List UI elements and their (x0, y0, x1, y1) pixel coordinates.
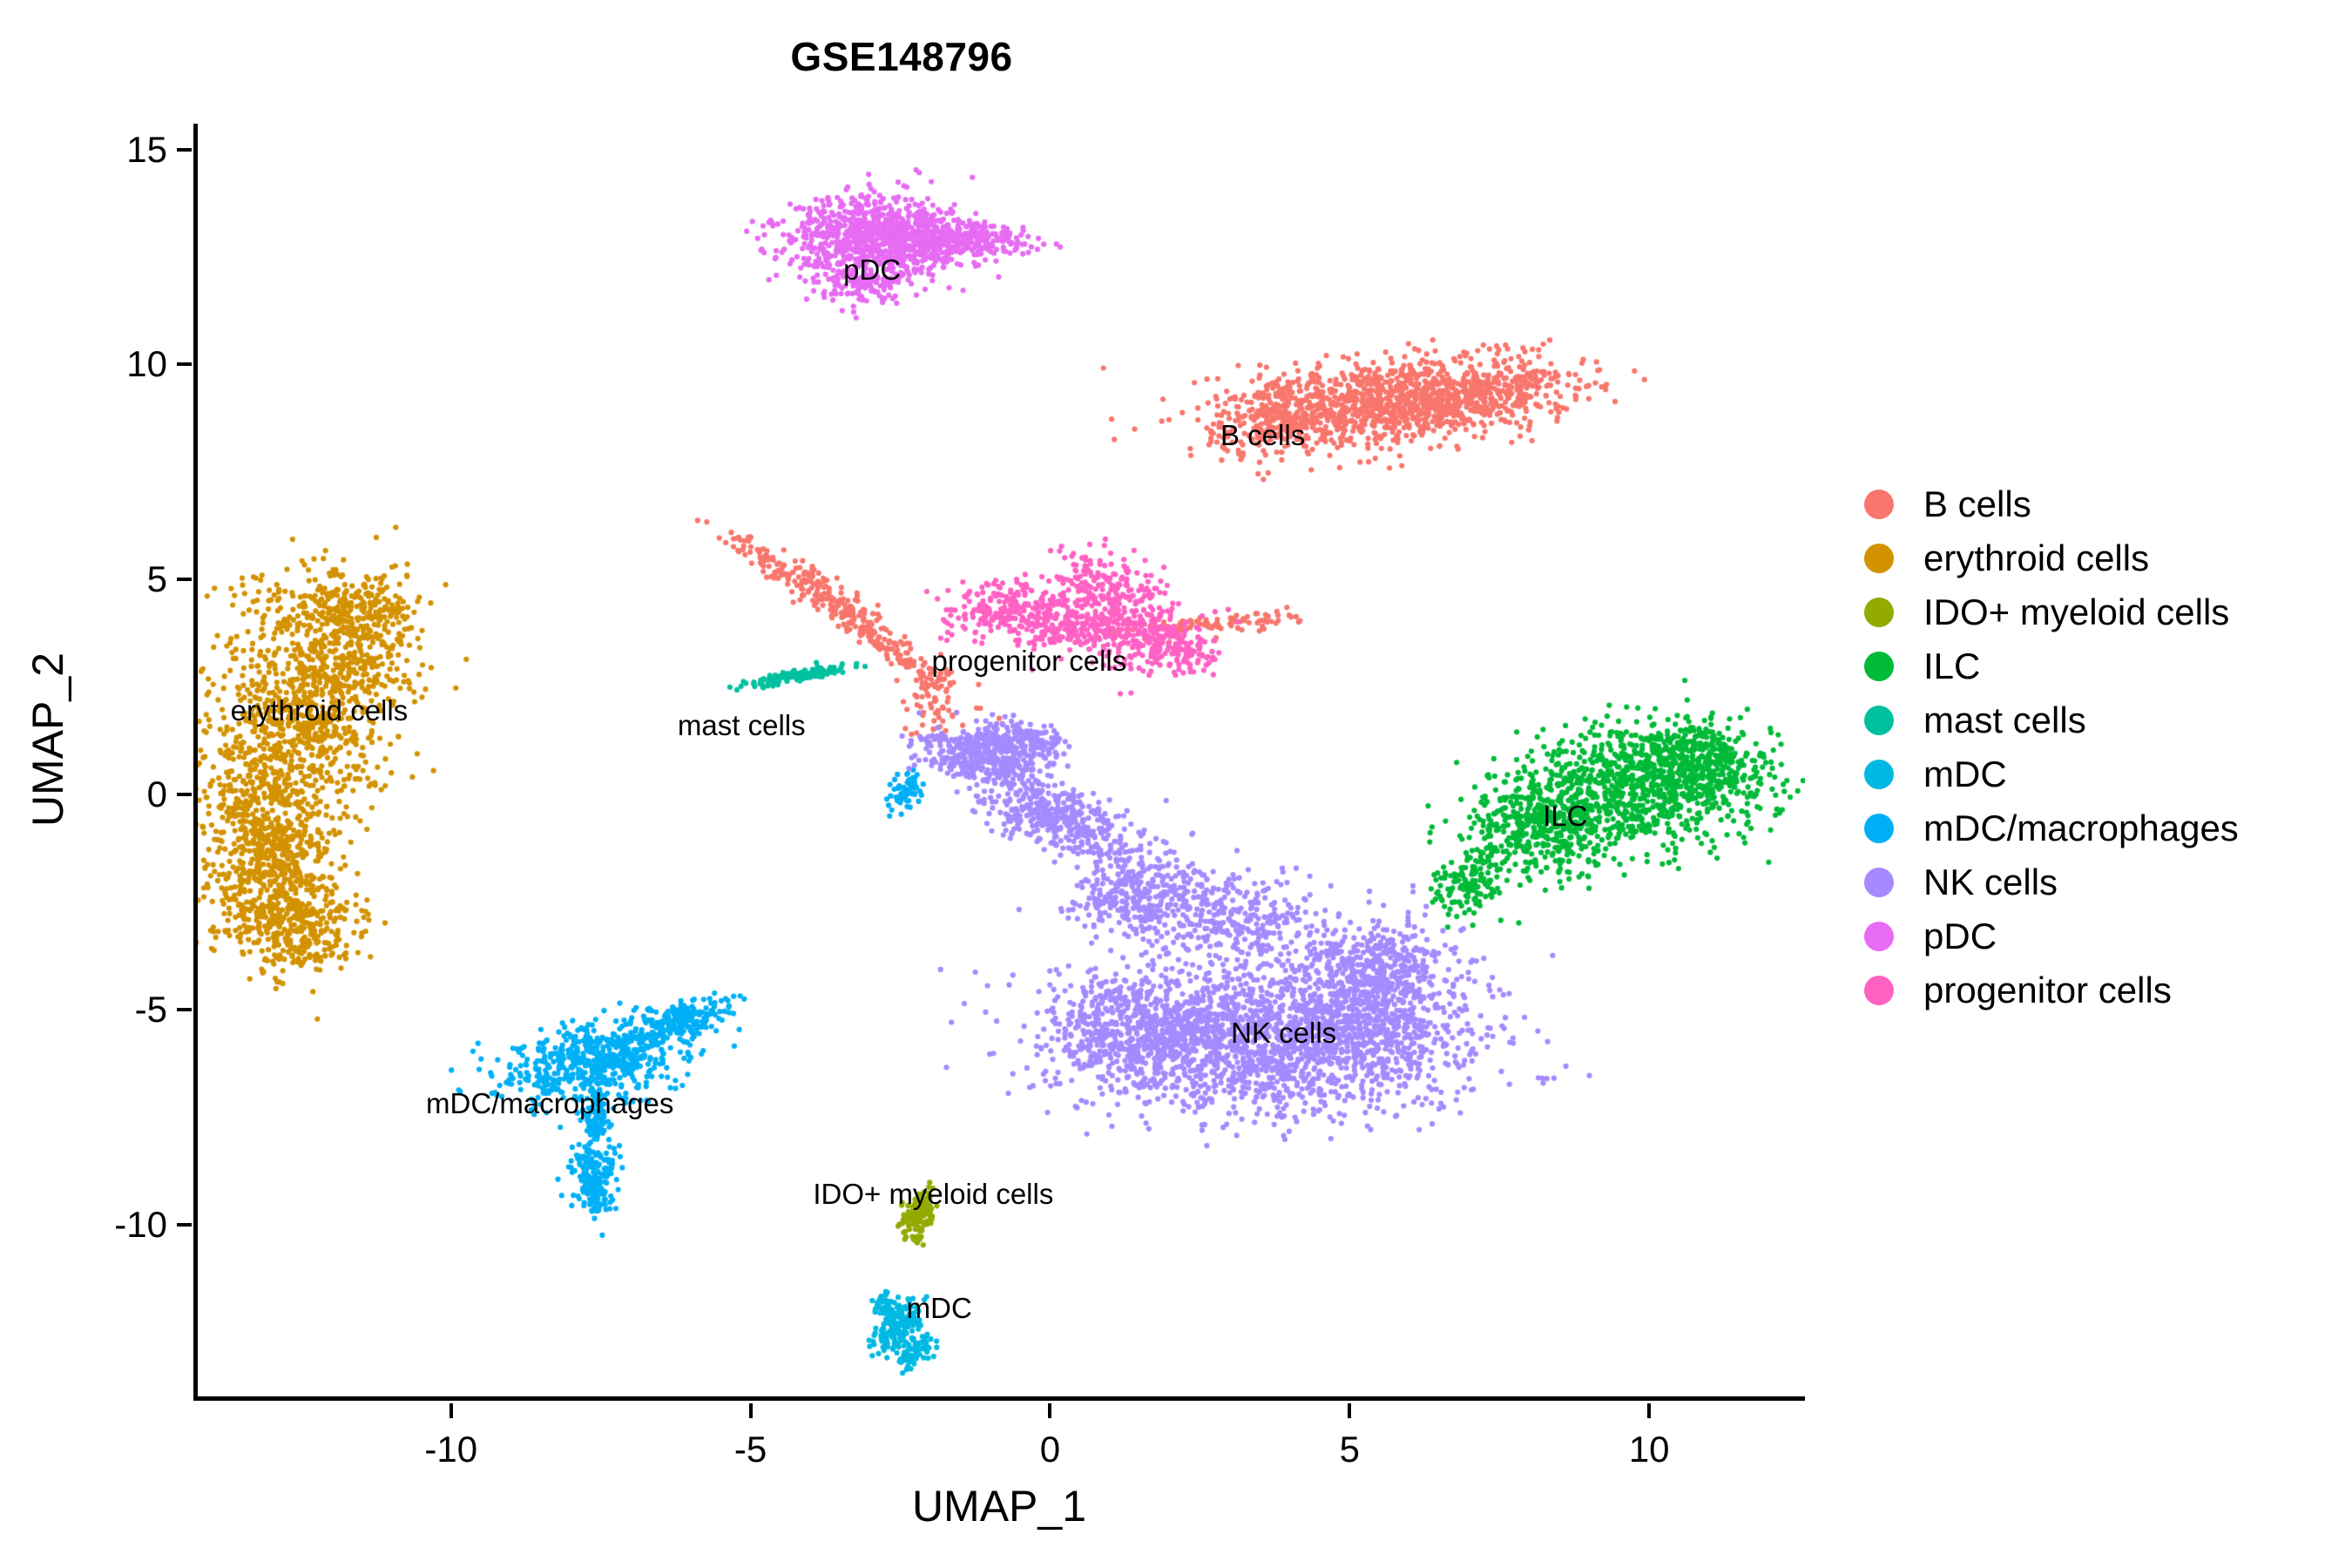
y-tick-mark (177, 1007, 192, 1011)
legend-item-nk-cells[interactable]: NK cells (1864, 855, 2335, 909)
y-tick-mark (177, 793, 192, 797)
legend-label: erythroid cells (1923, 537, 2150, 578)
x-axis-title: UMAP_1 (911, 1482, 1087, 1531)
y-axis-title: UMAP_2 (24, 652, 72, 828)
legend-item-mast-cells[interactable]: mast cells (1864, 693, 2335, 747)
legend-swatch-icon (1864, 868, 1894, 897)
legend-item-pdc[interactable]: pDC (1864, 909, 2335, 963)
y-tick-label: 15 (126, 128, 167, 170)
legend-swatch-icon (1864, 922, 1894, 951)
legend-item-ido-myeloid-cells[interactable]: IDO+ myeloid cells (1864, 585, 2335, 639)
legend-item-erythroid-cells[interactable]: erythroid cells (1864, 531, 2335, 585)
x-tick-label: 10 (1628, 1429, 1670, 1470)
legend-item-b-cells[interactable]: B cells (1864, 477, 2335, 531)
x-tick-label: 5 (1339, 1429, 1360, 1470)
legend-item-ilc[interactable]: ILC (1864, 639, 2335, 693)
legend-label: pDC (1923, 916, 1997, 956)
legend-label: ILC (1923, 645, 1981, 686)
legend-label: mDC/macrophages (1923, 808, 2239, 848)
y-tick-mark (177, 1222, 192, 1227)
legend-label: IDO+ myeloid cells (1923, 591, 2230, 632)
legend-label: B cells (1923, 483, 2031, 524)
x-axis-tick-labels: -10 -5 0 5 10 (193, 1429, 1805, 1477)
legend-swatch-icon (1864, 814, 1894, 843)
legend-swatch-icon (1864, 760, 1894, 789)
y-tick-label: 10 (126, 343, 167, 385)
y-tick-mark (177, 578, 192, 582)
legend-label: mDC (1923, 754, 2007, 794)
x-tick-label: -5 (733, 1429, 767, 1470)
legend-swatch-icon (1864, 544, 1894, 573)
y-axis-tick-labels: 15 10 5 0 -5 -10 (52, 124, 167, 1401)
legend-swatch-icon (1864, 598, 1894, 627)
legend-item-mdc[interactable]: mDC (1864, 747, 2335, 801)
y-tick-label: 5 (146, 558, 167, 600)
legend-label: progenitor cells (1923, 970, 2172, 1010)
x-tick-mark (1647, 1403, 1652, 1418)
legend-label: mast cells (1923, 700, 2086, 740)
legend-item-mdc-macrophages[interactable]: mDC/macrophages (1864, 801, 2335, 855)
y-tick-label: -5 (134, 988, 167, 1030)
legend-label: NK cells (1923, 862, 2058, 902)
x-tick-mark (1048, 1403, 1052, 1418)
page-title: GSE148796 (790, 34, 1013, 79)
legend: B cells erythroid cells IDO+ myeloid cells… (1864, 477, 2335, 1017)
x-tick-label: 0 (1039, 1429, 1061, 1470)
legend-swatch-icon (1864, 652, 1894, 681)
x-tick-mark (1348, 1403, 1352, 1418)
y-tick-mark (177, 147, 192, 152)
scatter-plot-canvas (193, 124, 1805, 1401)
x-tick-mark (748, 1403, 753, 1418)
legend-swatch-icon (1864, 976, 1894, 1005)
y-tick-label: -10 (114, 1203, 167, 1245)
y-tick-label: 0 (146, 774, 167, 815)
legend-item-progenitor-cells[interactable]: progenitor cells (1864, 963, 2335, 1017)
legend-swatch-icon (1864, 490, 1894, 519)
x-tick-mark (449, 1403, 453, 1418)
y-tick-mark (177, 362, 192, 367)
x-tick-label: -10 (424, 1429, 478, 1470)
legend-swatch-icon (1864, 706, 1894, 735)
